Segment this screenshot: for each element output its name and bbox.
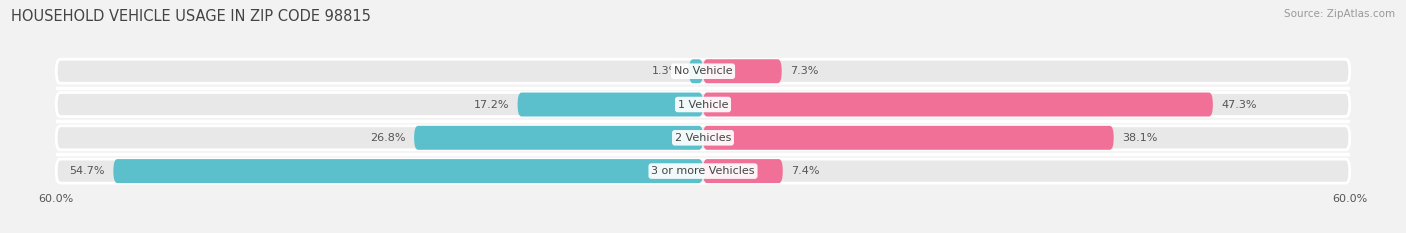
FancyBboxPatch shape xyxy=(703,126,1114,150)
FancyBboxPatch shape xyxy=(56,159,1350,183)
FancyBboxPatch shape xyxy=(415,126,703,150)
Text: 17.2%: 17.2% xyxy=(474,99,509,110)
Text: 2 Vehicles: 2 Vehicles xyxy=(675,133,731,143)
Text: 1 Vehicle: 1 Vehicle xyxy=(678,99,728,110)
Text: 47.3%: 47.3% xyxy=(1222,99,1257,110)
Text: 7.4%: 7.4% xyxy=(792,166,820,176)
FancyBboxPatch shape xyxy=(56,126,1350,150)
FancyBboxPatch shape xyxy=(56,93,1350,116)
Text: 38.1%: 38.1% xyxy=(1122,133,1157,143)
FancyBboxPatch shape xyxy=(517,93,703,116)
Text: 54.7%: 54.7% xyxy=(69,166,104,176)
FancyBboxPatch shape xyxy=(703,159,783,183)
Text: HOUSEHOLD VEHICLE USAGE IN ZIP CODE 98815: HOUSEHOLD VEHICLE USAGE IN ZIP CODE 9881… xyxy=(11,9,371,24)
FancyBboxPatch shape xyxy=(703,59,782,83)
Text: 7.3%: 7.3% xyxy=(790,66,818,76)
Text: 3 or more Vehicles: 3 or more Vehicles xyxy=(651,166,755,176)
FancyBboxPatch shape xyxy=(56,59,1350,83)
Text: No Vehicle: No Vehicle xyxy=(673,66,733,76)
Text: 1.3%: 1.3% xyxy=(652,66,681,76)
Text: 26.8%: 26.8% xyxy=(370,133,405,143)
FancyBboxPatch shape xyxy=(689,59,703,83)
FancyBboxPatch shape xyxy=(114,159,703,183)
Text: Source: ZipAtlas.com: Source: ZipAtlas.com xyxy=(1284,9,1395,19)
FancyBboxPatch shape xyxy=(703,93,1213,116)
